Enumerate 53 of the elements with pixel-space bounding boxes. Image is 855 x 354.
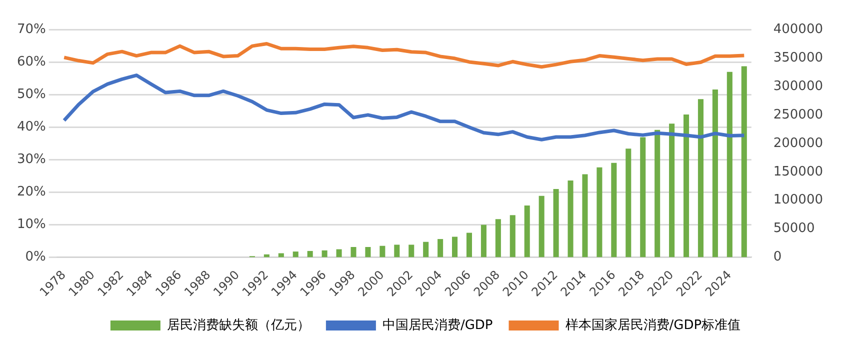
y2-tick-label: 100000 — [773, 192, 824, 208]
bar — [582, 174, 588, 258]
bar — [626, 148, 632, 258]
bar — [596, 167, 602, 258]
bar — [394, 244, 400, 258]
bar — [568, 180, 574, 258]
bar — [466, 232, 472, 258]
y2-tick-label: 250000 — [773, 107, 824, 122]
y-tick-label: 40% — [16, 120, 46, 135]
bar — [726, 72, 732, 258]
bar — [553, 188, 559, 258]
y2-tick-label: 300000 — [773, 79, 824, 94]
bar — [495, 219, 501, 258]
y-tick-label: 60% — [16, 54, 46, 70]
bar — [510, 215, 516, 258]
y2-tick-label: 0 — [773, 250, 782, 265]
y2-tick-label: 150000 — [773, 164, 824, 180]
bar — [654, 130, 660, 258]
bar — [452, 236, 458, 258]
bar — [365, 246, 371, 258]
bar — [480, 224, 486, 258]
bar — [524, 205, 530, 258]
legend-label: 中国居民消费/GDP — [382, 318, 493, 333]
bar — [611, 162, 617, 258]
bar — [380, 246, 386, 258]
y2-tick-label: 200000 — [773, 136, 824, 151]
y2-tick-label: 350000 — [773, 50, 824, 66]
bar — [307, 250, 313, 258]
bar — [712, 90, 718, 258]
y-tick-label: 30% — [16, 152, 46, 168]
bar — [350, 246, 356, 258]
bar — [336, 249, 342, 258]
bar — [684, 114, 690, 258]
y-tick-label: 0% — [25, 250, 46, 265]
bar — [292, 252, 298, 258]
bar — [640, 137, 646, 258]
bar — [423, 242, 429, 258]
bar — [278, 253, 284, 258]
bar — [698, 99, 704, 258]
y-tick-label: 50% — [16, 87, 46, 102]
bar — [741, 66, 747, 258]
bar — [408, 244, 414, 258]
legend-label: 样本国家居民消费/GDP标准值 — [565, 316, 741, 333]
y-tick-label: 20% — [16, 184, 46, 200]
bar — [669, 124, 675, 258]
y2-tick-label: 50000 — [773, 221, 815, 236]
legend-label: 居民消费缺失额（亿元） — [166, 318, 310, 333]
bar — [538, 196, 544, 258]
y2-tick-label: 400000 — [773, 22, 824, 38]
bar — [438, 239, 444, 258]
bar — [322, 250, 328, 258]
y-tick-label: 10% — [16, 217, 46, 232]
y-tick-label: 70% — [16, 22, 46, 38]
